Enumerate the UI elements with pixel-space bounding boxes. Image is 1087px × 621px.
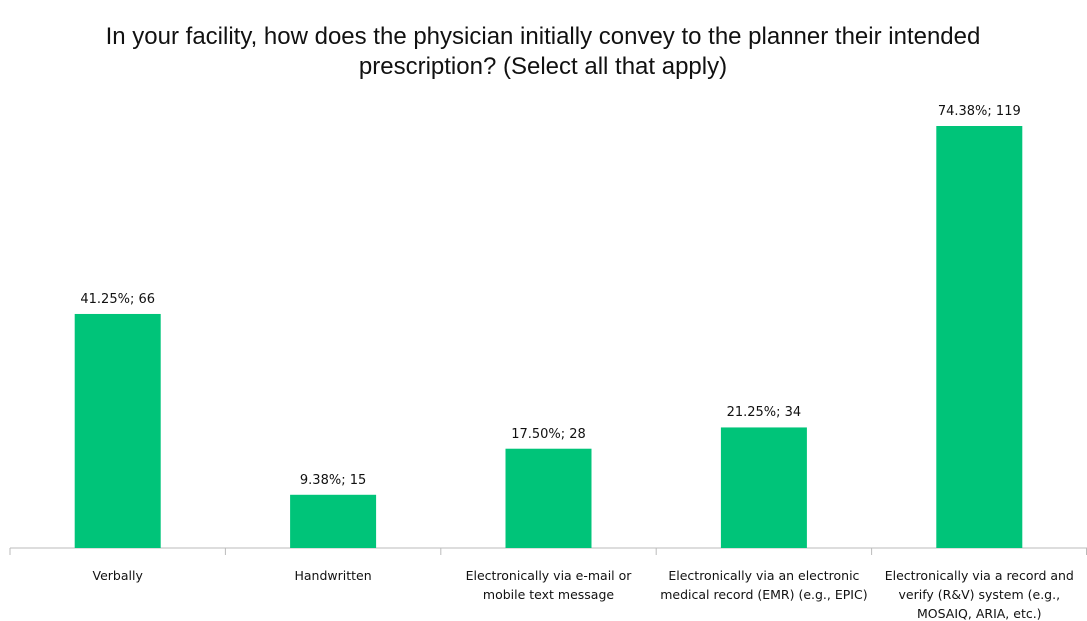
chart-title: In your facility, how does the physician…	[105, 23, 981, 80]
x-tick-label: Verbally	[92, 568, 143, 583]
value-label: 74.38%; 119	[937, 104, 1021, 119]
x-tick-label: Electronically via an electronic medical…	[660, 568, 868, 602]
x-tick-label: Handwritten	[294, 568, 372, 583]
x-tick-label: Electronically via a record and verify (…	[884, 568, 1074, 621]
bar	[505, 448, 592, 548]
value-label: 17.50%; 28	[511, 426, 586, 442]
x-tick-label: Electronically via e-mail or mobile text…	[465, 568, 632, 602]
bar	[720, 427, 807, 548]
bar	[290, 494, 377, 548]
bar	[936, 126, 1023, 548]
value-label: 21.25%; 34	[726, 405, 802, 421]
value-label: 9.38%; 15	[299, 472, 367, 488]
value-label: 41.25%; 66	[80, 291, 155, 307]
bar	[74, 313, 161, 548]
